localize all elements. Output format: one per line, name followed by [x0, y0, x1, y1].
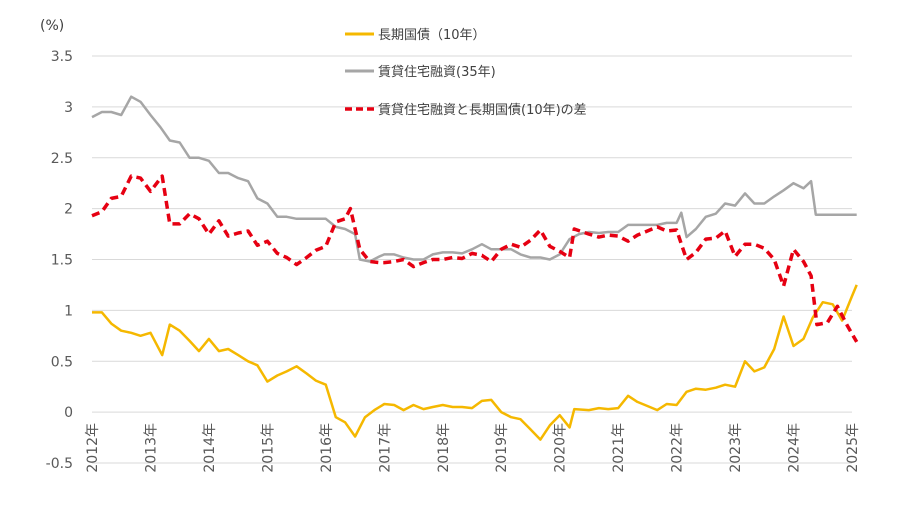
y-tick-label: -0.5 — [46, 456, 73, 472]
x-tick-label: 2014年 — [202, 423, 218, 473]
series-line-jgb-10y — [92, 284, 858, 441]
x-tick-label: 2021年 — [611, 423, 627, 473]
legend-label-spread: 賃貸住宅融資と長期国債(10年)の差 — [378, 102, 587, 118]
y-tick-label: 3.5 — [51, 49, 73, 65]
series-line-rental-loan-35y — [91, 95, 857, 263]
x-tick-label: 2017年 — [377, 423, 393, 473]
x-tick-label: 2023年 — [728, 423, 744, 473]
y-tick-label: 1 — [64, 303, 73, 319]
series-lines — [91, 95, 859, 441]
x-tick-label: 2015年 — [260, 423, 276, 473]
x-tick-label: 2019年 — [494, 423, 510, 473]
series-line-spread — [91, 174, 859, 343]
y-tick-label: 1.5 — [51, 253, 73, 269]
y-axis-tick-labels: -0.5 0 0.5 1 1.5 2 2.5 3 3.5 — [46, 49, 73, 472]
y-tick-label: 3 — [64, 100, 73, 116]
x-tick-label: 2012年 — [85, 423, 101, 473]
legend-label-jgb: 長期国債（10年） — [378, 28, 486, 43]
y-tick-label: 2.5 — [51, 151, 73, 167]
x-tick-label: 2022年 — [670, 423, 686, 473]
y-tick-label: 0.5 — [51, 354, 73, 370]
y-unit-label: (%) — [40, 18, 64, 34]
y-tick-label: 2 — [64, 202, 73, 218]
legend-label-loan: 賃貸住宅融資(35年) — [378, 64, 496, 80]
y-tick-label: 0 — [64, 405, 73, 421]
x-tick-label: 2024年 — [787, 423, 803, 473]
x-tick-label: 2016年 — [319, 423, 335, 473]
x-tick-label: 2025年 — [845, 423, 861, 473]
x-tick-label: 2020年 — [553, 423, 569, 473]
x-axis-tick-labels: 2012年 2013年 2014年 2015年 2016年 2017年 2018年 2019年… — [85, 423, 861, 473]
grid-lines — [92, 55, 852, 464]
x-tick-label: 2013年 — [143, 423, 159, 473]
x-tick-label: 2018年 — [436, 423, 452, 473]
legend: 長期国債（10年） 賃貸住宅融資(35年) 賃貸住宅融資と長期国債(10年)の差 — [345, 28, 587, 118]
